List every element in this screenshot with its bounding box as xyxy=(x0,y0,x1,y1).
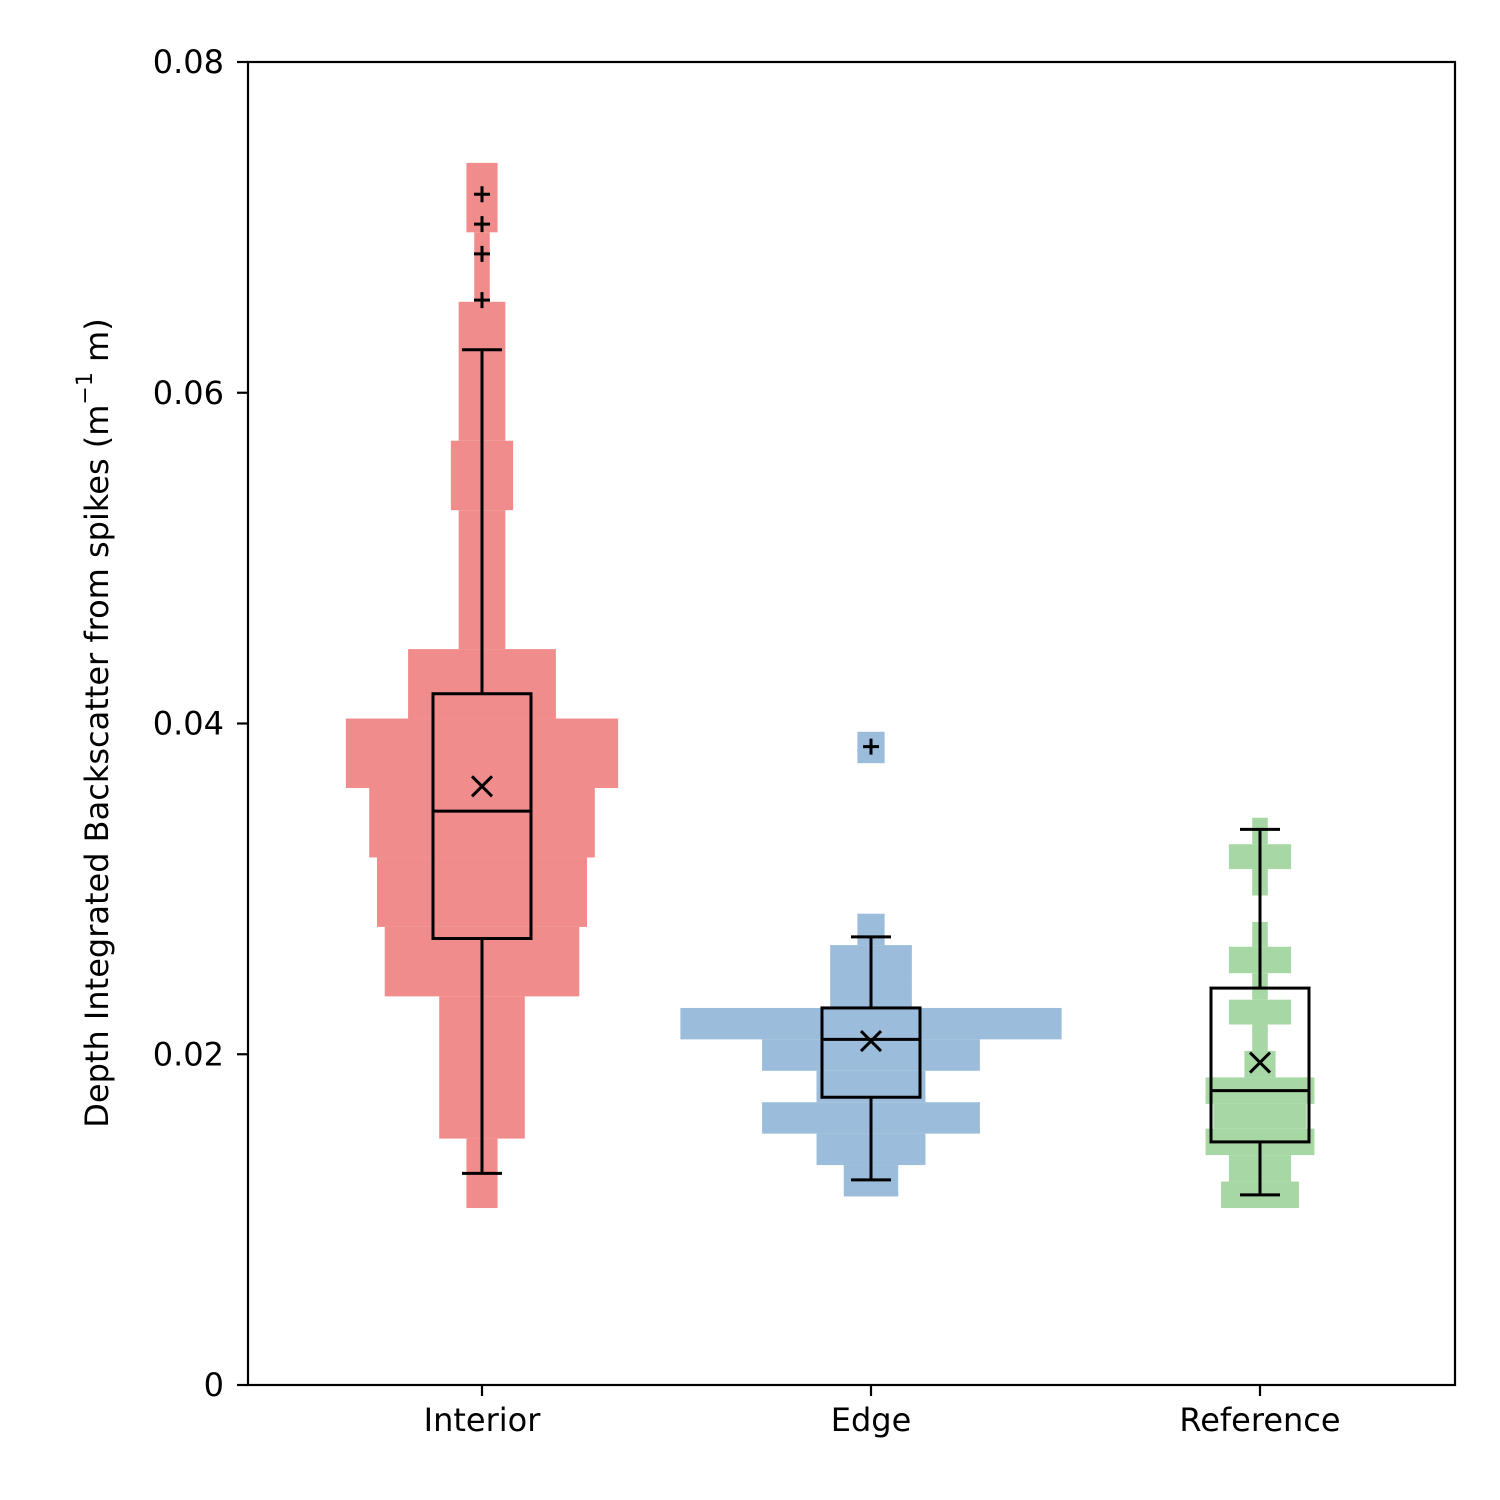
group-reference xyxy=(1205,817,1315,1209)
mean-marker-interior xyxy=(470,775,494,798)
histogram-bar-interior xyxy=(376,857,588,927)
y-tick-label: 0 xyxy=(204,1366,224,1404)
mean-marker-edge xyxy=(859,1029,883,1053)
y-tick-label: 0.06 xyxy=(153,374,224,412)
outlier-marker-edge xyxy=(863,738,879,755)
histogram-bar-edge xyxy=(680,1007,1062,1040)
histogram-bar-interior xyxy=(474,232,490,302)
y-tick-label: 0.02 xyxy=(153,1035,224,1073)
x-tick-label-edge: Edge xyxy=(831,1401,912,1439)
box-edge xyxy=(820,1006,922,1099)
histogram-bar-reference xyxy=(1252,1024,1268,1051)
y-axis-label-tail: m) xyxy=(78,318,116,372)
x-tick-label-reference: Reference xyxy=(1179,1401,1340,1439)
outlier-marker-interior xyxy=(474,292,490,309)
y-axis-label-main: Depth Integrated Backscatter from spikes… xyxy=(78,405,116,1128)
histogram-bar-reference xyxy=(1213,1103,1307,1129)
y-tick-label: 0.04 xyxy=(153,705,224,743)
box-reference xyxy=(1209,986,1311,1144)
histogram-bar-edge xyxy=(762,1039,980,1071)
y-axis-label: Depth Integrated Backscatter from spikes… xyxy=(73,318,117,1127)
plot-area xyxy=(345,162,1315,1209)
mean-marker-reference xyxy=(1248,1051,1272,1074)
histogram-bar-reference xyxy=(1228,999,1292,1025)
group-interior xyxy=(345,162,619,1209)
outlier-marker-interior xyxy=(474,216,490,233)
outlier-marker-interior xyxy=(474,245,490,262)
axes: Interior Edge Reference 0 0.02 0.04 0.06 0.08 xyxy=(153,43,1341,1439)
x-tick-label-interior: Interior xyxy=(424,1401,542,1439)
box-interior xyxy=(431,692,533,940)
group-edge xyxy=(680,731,1062,1197)
outlier-marker-interior xyxy=(474,186,490,203)
histogram-bar-interior xyxy=(369,787,595,858)
y-axis-label-superscript: −1 xyxy=(73,372,98,404)
histogram-bar-interior xyxy=(345,718,619,788)
y-tick-label: 0.08 xyxy=(153,43,224,81)
